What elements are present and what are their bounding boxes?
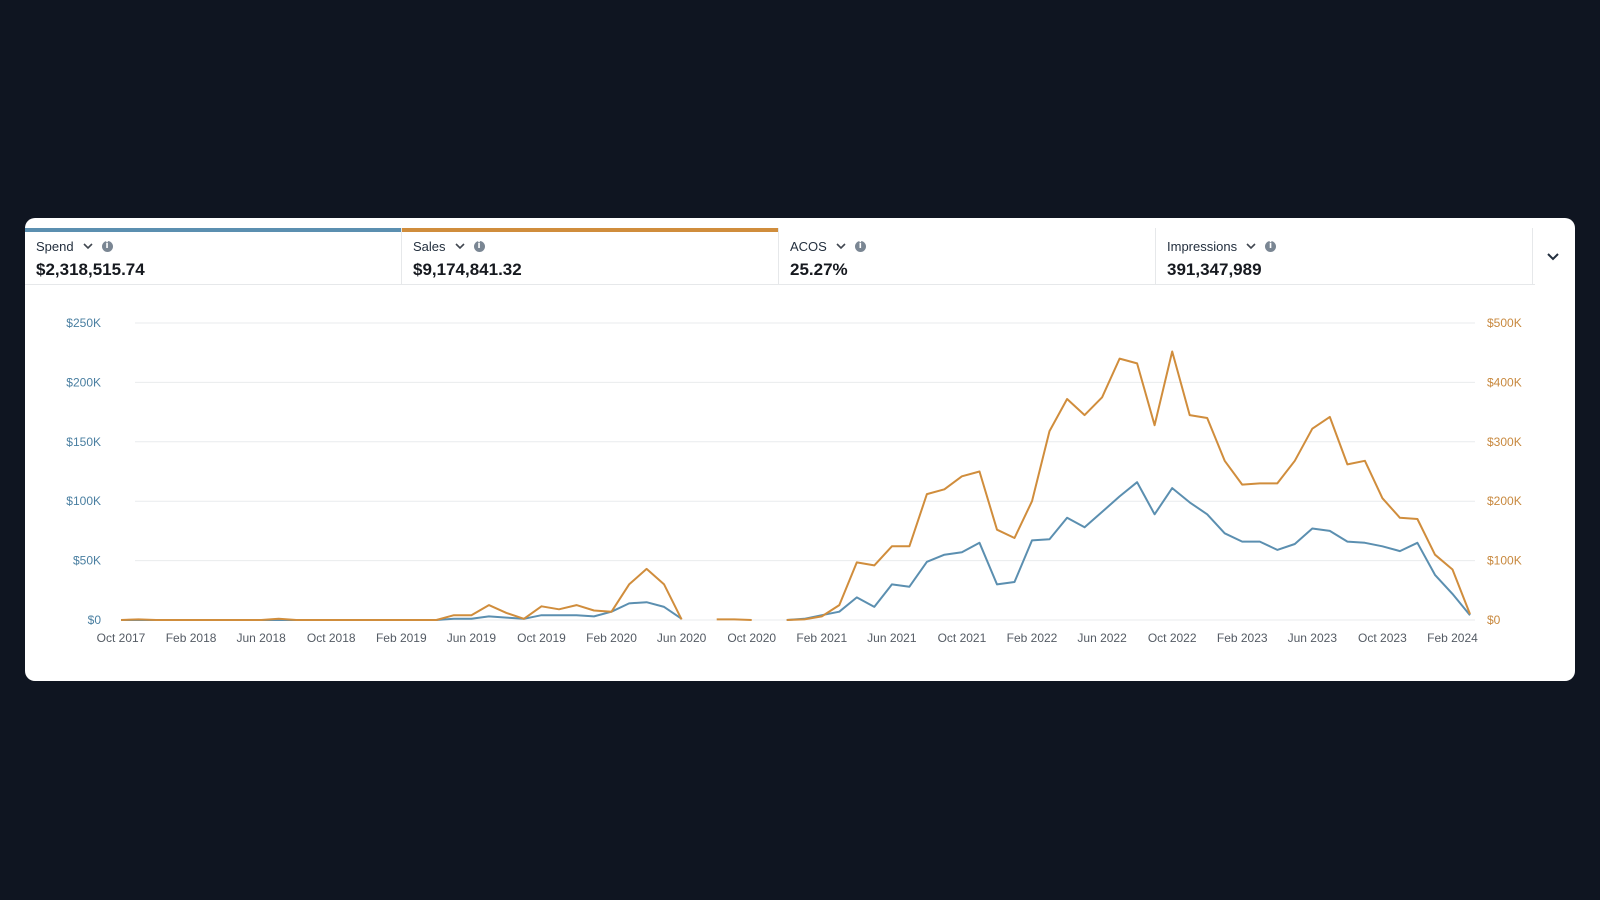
x-tick-label: Jun 2022 — [1077, 631, 1127, 645]
chevron-down-icon[interactable] — [1245, 240, 1257, 252]
metric-spend[interactable]: Spend i $2,318,515.74 — [25, 228, 402, 284]
metric-label: Spend — [36, 238, 74, 254]
y-left-tick-label: $200K — [66, 375, 101, 389]
expand-metrics-button[interactable] — [1541, 244, 1565, 268]
metric-acos[interactable]: ACOS i 25.27% — [779, 228, 1156, 284]
x-tick-label: Oct 2019 — [517, 631, 566, 645]
metric-value: $2,318,515.74 — [36, 260, 145, 279]
info-icon[interactable]: i — [854, 240, 866, 252]
metrics-bar: Spend i $2,318,515.74 Sales i $9,174,841… — [25, 228, 1535, 285]
y-left-tick-label: $100K — [66, 494, 101, 508]
y-right-tick-label: $0 — [1487, 613, 1501, 627]
x-tick-label: Feb 2024 — [1427, 631, 1478, 645]
y-left-tick-label: $50K — [73, 554, 101, 568]
x-tick-label: Jun 2020 — [657, 631, 707, 645]
metric-value: 25.27% — [790, 260, 848, 279]
x-tick-label: Feb 2023 — [1217, 631, 1268, 645]
metric-value: 391,347,989 — [1167, 260, 1262, 279]
y-left-tick-label: $150K — [66, 435, 101, 449]
chevron-down-icon[interactable] — [835, 240, 847, 252]
x-tick-label: Oct 2023 — [1358, 631, 1407, 645]
x-tick-label: Jun 2021 — [867, 631, 917, 645]
info-icon[interactable]: i — [1265, 240, 1277, 252]
line-chart: $0 $0 $50K $100K $100K $200K $150K $300K $200K $4… — [66, 316, 1522, 645]
x-tick-label: Jun 2023 — [1288, 631, 1338, 645]
x-tick-label: Oct 2018 — [307, 631, 356, 645]
x-tick-label: Jun 2018 — [236, 631, 286, 645]
x-tick-label: Oct 2022 — [1148, 631, 1197, 645]
x-tick-label: Oct 2021 — [938, 631, 987, 645]
metric-label: ACOS — [790, 238, 827, 254]
chevron-down-icon[interactable] — [454, 240, 466, 252]
metric-label: Impressions — [1167, 238, 1238, 254]
x-tick-label: Oct 2020 — [727, 631, 776, 645]
info-icon[interactable]: i — [473, 240, 485, 252]
metric-value: $9,174,841.32 — [413, 260, 522, 279]
x-tick-label: Feb 2021 — [796, 631, 847, 645]
y-left-tick-label: $250K — [66, 316, 101, 330]
x-tick-label: Feb 2018 — [166, 631, 217, 645]
x-tick-label: Jun 2019 — [447, 631, 497, 645]
metric-sales[interactable]: Sales i $9,174,841.32 — [402, 228, 779, 284]
spend-selected-bar — [25, 228, 401, 232]
metric-label: Sales — [413, 238, 446, 254]
metric-impressions[interactable]: Impressions i 391,347,989 — [1156, 228, 1533, 284]
x-tick-label: Feb 2020 — [586, 631, 637, 645]
series-line-sales — [120, 350, 1471, 621]
y-right-tick-label: $100K — [1487, 554, 1522, 568]
performance-card: Spend i $2,318,515.74 Sales i $9,174,841… — [25, 218, 1575, 681]
y-right-tick-label: $400K — [1487, 375, 1522, 389]
x-tick-label: Feb 2019 — [376, 631, 427, 645]
y-right-tick-label: $500K — [1487, 316, 1522, 330]
sales-selected-bar — [402, 228, 778, 232]
x-tick-label: Oct 2017 — [97, 631, 146, 645]
x-tick-label: Feb 2022 — [1007, 631, 1058, 645]
y-right-tick-label: $200K — [1487, 494, 1522, 508]
y-left-tick-label: $0 — [88, 613, 102, 627]
series-line-spend — [121, 481, 1471, 621]
chevron-down-icon[interactable] — [82, 240, 94, 252]
y-right-tick-label: $300K — [1487, 435, 1522, 449]
info-icon[interactable]: i — [101, 240, 113, 252]
